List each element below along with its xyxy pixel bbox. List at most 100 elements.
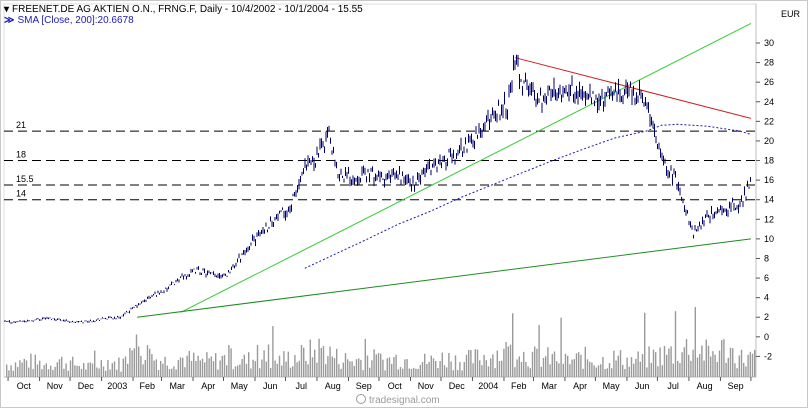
x-tick-label: Feb bbox=[140, 381, 156, 391]
volume-bar bbox=[173, 366, 175, 377]
volume-bar bbox=[23, 358, 25, 377]
volume-bar bbox=[12, 370, 14, 377]
volume-bar bbox=[327, 356, 329, 377]
volume-bar bbox=[593, 365, 595, 377]
volume-bar bbox=[573, 359, 575, 377]
y-tick-label: 12 bbox=[764, 214, 774, 224]
volume-bar bbox=[151, 354, 153, 377]
volume-bar bbox=[129, 347, 131, 377]
volume-bar bbox=[206, 352, 208, 377]
volume-bar bbox=[518, 356, 520, 377]
volume-bar bbox=[78, 366, 80, 377]
volume-bar bbox=[230, 348, 232, 377]
volume-bar bbox=[514, 367, 516, 377]
volume-bar bbox=[307, 364, 309, 377]
volume-bar bbox=[292, 366, 294, 377]
volume-bar bbox=[133, 348, 135, 377]
volume-bar bbox=[234, 366, 237, 377]
volume-bar bbox=[74, 365, 76, 377]
volume-bar bbox=[734, 363, 736, 377]
volume-bar bbox=[435, 360, 437, 377]
volume-bar bbox=[622, 364, 624, 377]
volume-bar bbox=[501, 360, 503, 377]
volume-bar bbox=[683, 347, 685, 377]
volume-bar bbox=[175, 369, 177, 377]
volume-bar bbox=[397, 369, 399, 377]
volume-bar bbox=[366, 355, 369, 377]
volume-bar bbox=[80, 369, 83, 377]
trendline-uptrend bbox=[180, 22, 752, 313]
x-axis: Oct Nov Dec 2003 Feb Mar Apr May Jun Jul Aug Sep Oct… bbox=[7, 377, 752, 391]
y-tick-label: 28 bbox=[764, 58, 774, 68]
volume-bar bbox=[76, 365, 78, 377]
volume-bar bbox=[349, 361, 351, 377]
volume-bar bbox=[624, 368, 626, 377]
volume-bar bbox=[492, 354, 494, 377]
volume-bar bbox=[135, 334, 138, 377]
volume-bar bbox=[298, 360, 300, 377]
volume-bar bbox=[463, 362, 465, 377]
volume-bar bbox=[637, 351, 639, 377]
volume-bar bbox=[41, 369, 43, 377]
volume-bar bbox=[452, 370, 454, 377]
volume-bar bbox=[729, 347, 732, 377]
volume-bar bbox=[562, 363, 564, 377]
volume-bar bbox=[410, 368, 413, 377]
volume-bar bbox=[67, 370, 69, 377]
volume-bar bbox=[490, 358, 492, 377]
volume-bar bbox=[336, 348, 338, 377]
volume-bar bbox=[736, 368, 738, 377]
x-tick-label: Dec bbox=[78, 381, 95, 391]
volume-bar bbox=[355, 359, 358, 377]
volume-bar bbox=[102, 366, 105, 377]
volume-bar bbox=[309, 339, 311, 377]
volume-bar bbox=[503, 348, 505, 377]
volume-bar bbox=[553, 351, 556, 377]
volume-bar bbox=[556, 361, 558, 377]
volume-bar bbox=[105, 370, 107, 377]
x-tick-label: May bbox=[231, 381, 249, 391]
volume-bar bbox=[716, 361, 718, 377]
volume-bar bbox=[723, 339, 725, 377]
volume-bar bbox=[571, 359, 573, 377]
volume-bar bbox=[342, 362, 344, 377]
volume-bar bbox=[56, 362, 58, 377]
volume-bar bbox=[430, 355, 432, 377]
volume-bar bbox=[646, 367, 648, 377]
volume-bar bbox=[589, 361, 591, 377]
y-tick-label: 6 bbox=[764, 273, 769, 283]
volume-bar bbox=[83, 363, 85, 377]
volume-bar bbox=[426, 363, 428, 377]
indicator-legend-text: SMA [Close, 200]:20.6678 bbox=[17, 15, 134, 26]
volume-bar bbox=[190, 360, 193, 377]
volume-bar bbox=[109, 369, 111, 377]
volume-bar bbox=[52, 370, 54, 377]
volume-bar bbox=[525, 361, 527, 377]
volume-bar bbox=[498, 361, 501, 377]
volume-bar bbox=[166, 365, 168, 377]
volume-bar bbox=[661, 365, 663, 377]
volume-bar bbox=[406, 359, 408, 377]
volume-bar bbox=[428, 361, 430, 377]
volume-bar bbox=[540, 366, 542, 377]
volume-bar bbox=[50, 365, 52, 377]
volume-bar bbox=[448, 353, 450, 377]
volume-bar bbox=[615, 360, 617, 377]
volume-bar bbox=[707, 345, 710, 377]
volume-bar bbox=[164, 356, 166, 377]
volume-bar bbox=[184, 367, 186, 377]
volume-bar bbox=[437, 368, 439, 377]
volume-bar bbox=[239, 364, 241, 377]
volume-bar bbox=[208, 358, 210, 377]
y-tick-label: 2 bbox=[764, 312, 769, 322]
volume-bar bbox=[505, 342, 507, 377]
volume-bar bbox=[39, 360, 41, 377]
x-tick-label: Mar bbox=[170, 381, 186, 391]
volume-bar bbox=[388, 357, 391, 377]
volume-bar bbox=[421, 362, 424, 377]
volume-bar bbox=[296, 362, 298, 377]
volume-bar bbox=[138, 346, 140, 377]
volume-layer bbox=[6, 307, 756, 377]
volume-bar bbox=[690, 360, 692, 377]
